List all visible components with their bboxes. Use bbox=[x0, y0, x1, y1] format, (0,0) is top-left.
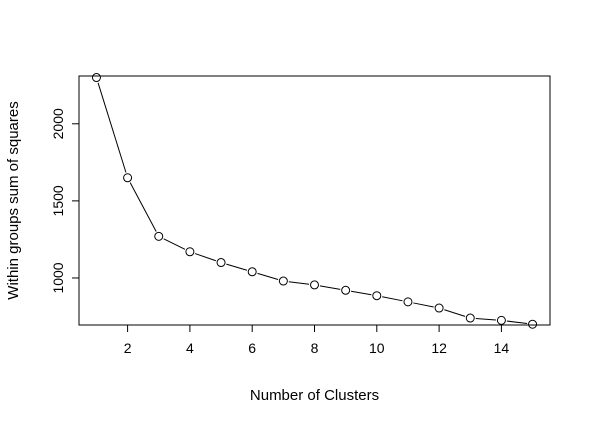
data-point bbox=[91, 73, 101, 83]
data-point bbox=[403, 297, 413, 307]
series-line-segment bbox=[444, 309, 466, 317]
series-line-segment bbox=[413, 302, 434, 308]
series-line-segment bbox=[97, 82, 127, 173]
series-line-segment bbox=[257, 272, 279, 280]
data-point bbox=[528, 319, 538, 329]
x-tick-label: 6 bbox=[248, 340, 256, 356]
x-tick-label: 12 bbox=[431, 340, 447, 356]
series-line-segment bbox=[194, 253, 217, 262]
series-line-segment bbox=[163, 238, 186, 250]
x-tick-label: 14 bbox=[494, 340, 510, 356]
data-point bbox=[185, 247, 195, 257]
x-tick-label: 8 bbox=[311, 340, 319, 356]
data-point bbox=[372, 291, 382, 301]
data-point bbox=[310, 280, 319, 290]
series-line-segment bbox=[226, 263, 248, 271]
series-line-segment bbox=[350, 290, 372, 296]
y-axis-title: Within groups sum of squares bbox=[5, 101, 22, 299]
x-tick-label: 10 bbox=[369, 340, 385, 356]
data-point bbox=[278, 276, 288, 286]
data-point bbox=[247, 267, 257, 277]
y-tick-label: 1000 bbox=[50, 262, 66, 293]
data-point bbox=[465, 313, 475, 323]
data-point bbox=[341, 285, 351, 295]
series-line-segment bbox=[319, 285, 341, 290]
series-line-segment bbox=[382, 296, 403, 302]
data-point bbox=[154, 231, 164, 241]
series-layer bbox=[91, 73, 538, 329]
axes-layer: 2 4 6 8 10 12 14 1000 1500 2000 bbox=[50, 108, 509, 356]
data-point bbox=[434, 303, 444, 313]
data-point bbox=[496, 315, 506, 325]
data-point bbox=[123, 173, 133, 183]
series-line-segment bbox=[288, 281, 310, 285]
x-axis-title: Number of Clusters bbox=[250, 387, 379, 404]
y-tick-label: 1500 bbox=[50, 185, 66, 216]
data-point bbox=[216, 258, 226, 268]
y-tick-label: 2000 bbox=[50, 108, 66, 139]
x-tick-label: 4 bbox=[186, 340, 194, 356]
series-line-segment bbox=[506, 320, 528, 325]
series-line-segment bbox=[129, 182, 157, 232]
series-line-segment bbox=[475, 317, 496, 321]
x-tick-label: 2 bbox=[124, 340, 132, 356]
plot-frame bbox=[78, 75, 551, 326]
